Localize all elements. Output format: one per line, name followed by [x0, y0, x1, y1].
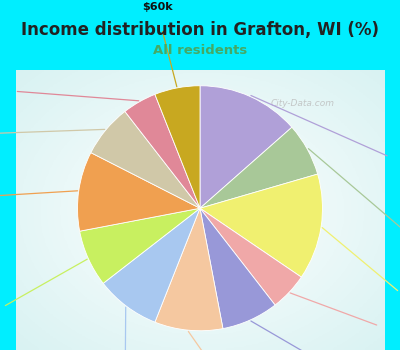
Text: City-Data.com: City-Data.com — [271, 99, 335, 108]
Wedge shape — [78, 153, 200, 231]
Wedge shape — [200, 174, 322, 277]
Text: All residents: All residents — [153, 44, 247, 57]
Wedge shape — [200, 208, 275, 329]
Wedge shape — [155, 86, 200, 208]
Wedge shape — [200, 127, 318, 208]
Wedge shape — [80, 208, 200, 284]
Wedge shape — [91, 111, 200, 208]
Wedge shape — [103, 208, 200, 322]
Text: $60k: $60k — [142, 2, 173, 13]
Wedge shape — [125, 94, 200, 208]
Text: Income distribution in Grafton, WI (%): Income distribution in Grafton, WI (%) — [21, 21, 379, 39]
Wedge shape — [200, 208, 301, 305]
Wedge shape — [200, 86, 292, 208]
Wedge shape — [155, 208, 223, 331]
